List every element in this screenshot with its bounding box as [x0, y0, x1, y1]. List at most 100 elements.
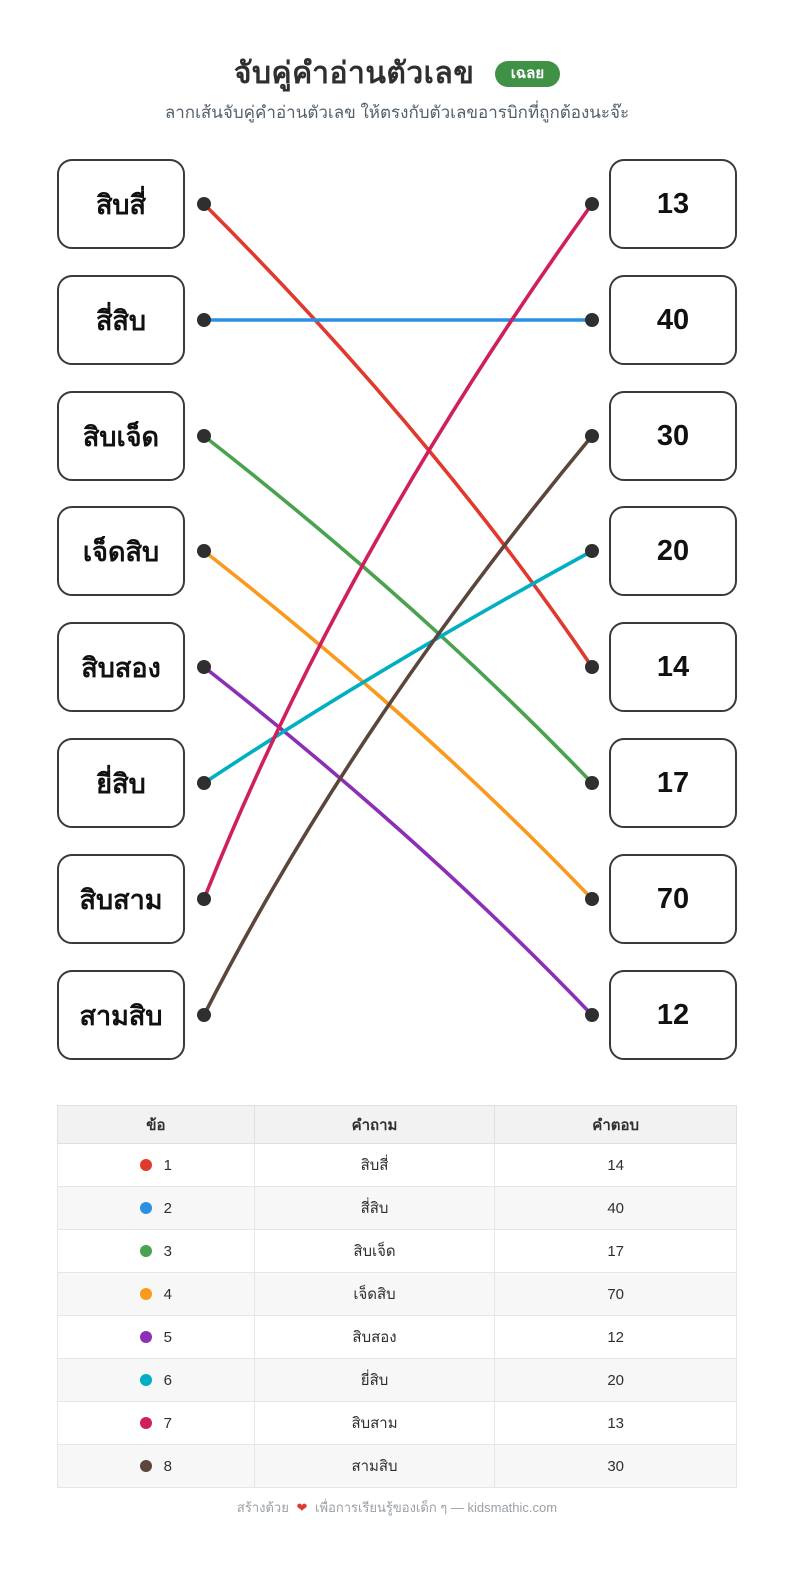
- table-row: 7 สิบสาม 13: [57, 1401, 737, 1445]
- row-color-dot: [139, 1244, 152, 1257]
- right-connection-dot-7[interactable]: [585, 892, 599, 906]
- right-number-card-2[interactable]: 40: [609, 275, 737, 365]
- left-connection-dot-6[interactable]: [197, 776, 211, 790]
- table-row: 2 สี่สิบ 40: [57, 1186, 737, 1230]
- left-connection-dot-8[interactable]: [197, 1008, 211, 1022]
- row-answer: 17: [494, 1229, 737, 1273]
- table-row: 3 สิบเจ็ด 17: [57, 1229, 737, 1273]
- left-word-card-4[interactable]: เจ็ดสิบ: [57, 506, 185, 596]
- row-color-dot: [139, 1330, 152, 1343]
- row-question: สิบสี่: [253, 1143, 496, 1187]
- row-question: สิบสาม: [253, 1401, 496, 1445]
- row-number: 3: [163, 1242, 173, 1260]
- right-connection-dot-8[interactable]: [585, 1008, 599, 1022]
- row-question: สิบเจ็ด: [253, 1229, 496, 1273]
- row-answer: 30: [494, 1444, 737, 1488]
- row-color-dot: [139, 1416, 152, 1429]
- left-connection-dot-5[interactable]: [197, 660, 211, 674]
- row-question: สิบสอง: [253, 1315, 496, 1359]
- right-connection-dot-1[interactable]: [585, 197, 599, 211]
- word-label: สี่สิบ: [95, 305, 147, 336]
- row-color-dot: [139, 1287, 152, 1300]
- right-number-card-5[interactable]: 14: [609, 622, 737, 712]
- table-row: 4 เจ็ดสิบ 70: [57, 1272, 737, 1316]
- right-number-card-6[interactable]: 17: [609, 738, 737, 828]
- right-number-card-8[interactable]: 12: [609, 970, 737, 1060]
- right-number-card-1[interactable]: 13: [609, 159, 737, 249]
- row-color-dot: [139, 1373, 152, 1386]
- footer-text-before: สร้างด้วย: [236, 1500, 289, 1515]
- right-connection-dot-2[interactable]: [585, 313, 599, 327]
- word-label: สิบสี่: [95, 189, 147, 220]
- row-answer: 14: [494, 1143, 737, 1187]
- row-color-dot: [139, 1158, 152, 1171]
- row-question: สี่สิบ: [253, 1186, 496, 1230]
- number-label: 40: [656, 303, 690, 336]
- left-word-card-3[interactable]: สิบเจ็ด: [57, 391, 185, 481]
- left-word-card-5[interactable]: สิบสอง: [57, 622, 185, 712]
- left-word-card-1[interactable]: สิบสี่: [57, 159, 185, 249]
- connection-line-3: [202, 434, 594, 785]
- connection-line-1: [202, 202, 594, 669]
- left-connection-dot-7[interactable]: [197, 892, 211, 906]
- row-color-dot: [139, 1201, 152, 1214]
- right-connection-dot-6[interactable]: [585, 776, 599, 790]
- number-label: 30: [656, 419, 690, 452]
- row-number: 2: [163, 1199, 173, 1217]
- table-row: 8 สามสิบ 30: [57, 1444, 737, 1488]
- left-word-card-6[interactable]: ยี่สิบ: [57, 738, 185, 828]
- word-label: สิบสาม: [79, 884, 163, 915]
- left-word-card-7[interactable]: สิบสาม: [57, 854, 185, 944]
- instructions-text: ลากเส้นจับคู่คำอ่านตัวเลข ให้ตรงกับตัวเล…: [164, 103, 630, 122]
- row-number: 4: [163, 1285, 173, 1303]
- word-label: สามสิบ: [79, 1000, 163, 1031]
- right-connection-dot-5[interactable]: [585, 660, 599, 674]
- right-number-card-4[interactable]: 20: [609, 506, 737, 596]
- col-header-number: ข้อ: [57, 1105, 255, 1144]
- row-color-dot: [139, 1459, 152, 1472]
- row-question: เจ็ดสิบ: [253, 1272, 496, 1316]
- footer-credit: สร้างด้วย ❤ เพื่อการเรียนรู้ของเด็ก ๆ — …: [0, 1497, 794, 1518]
- number-label: 70: [656, 882, 690, 915]
- left-connection-dot-1[interactable]: [197, 197, 211, 211]
- right-number-card-3[interactable]: 30: [609, 391, 737, 481]
- connection-line-8: [202, 434, 594, 1017]
- word-label: สิบเจ็ด: [82, 421, 160, 452]
- answer-table: ข้อ คำถาม คำตอบ 1 สิบสี่ 14 2 สี่สิบ 40 …: [57, 1105, 737, 1488]
- number-label: 12: [656, 998, 690, 1031]
- connection-line-5: [202, 665, 594, 1017]
- col-header-answer: คำตอบ: [494, 1105, 737, 1144]
- row-number: 8: [163, 1457, 173, 1475]
- heart-icon: ❤: [296, 1500, 308, 1515]
- left-connection-dot-2[interactable]: [197, 313, 211, 327]
- row-answer: 20: [494, 1358, 737, 1402]
- row-answer: 13: [494, 1401, 737, 1445]
- number-label: 17: [656, 766, 690, 799]
- left-word-card-2[interactable]: สี่สิบ: [57, 275, 185, 365]
- header: จับคู่คำอ่านตัวเลข เฉลย: [0, 50, 794, 97]
- right-connection-dot-4[interactable]: [585, 544, 599, 558]
- number-label: 13: [656, 187, 690, 220]
- left-word-card-8[interactable]: สามสิบ: [57, 970, 185, 1060]
- row-question: สามสิบ: [253, 1444, 496, 1488]
- table-row: 6 ยี่สิบ 20: [57, 1358, 737, 1402]
- table-header-row: ข้อ คำถาม คำตอบ: [57, 1105, 737, 1144]
- word-label: สิบสอง: [81, 652, 161, 683]
- row-answer: 40: [494, 1186, 737, 1230]
- right-number-card-7[interactable]: 70: [609, 854, 737, 944]
- right-connection-dot-3[interactable]: [585, 429, 599, 443]
- footer-text-after: เพื่อการเรียนรู้ของเด็ก ๆ — kidsmathic.c…: [315, 1500, 558, 1515]
- word-label: เจ็ดสิบ: [82, 536, 160, 567]
- left-connection-dot-4[interactable]: [197, 544, 211, 558]
- left-connection-dot-3[interactable]: [197, 429, 211, 443]
- connection-line-6: [202, 549, 594, 785]
- connection-line-7: [202, 202, 594, 901]
- answer-key-badge: เฉลย: [494, 60, 561, 87]
- number-label: 20: [656, 534, 690, 567]
- row-number: 6: [163, 1371, 173, 1389]
- page-title: จับคู่คำอ่านตัวเลข: [233, 57, 475, 90]
- col-header-question: คำถาม: [253, 1105, 496, 1144]
- word-label: ยี่สิบ: [96, 768, 146, 799]
- table-row: 1 สิบสี่ 14: [57, 1143, 737, 1187]
- row-answer: 70: [494, 1272, 737, 1316]
